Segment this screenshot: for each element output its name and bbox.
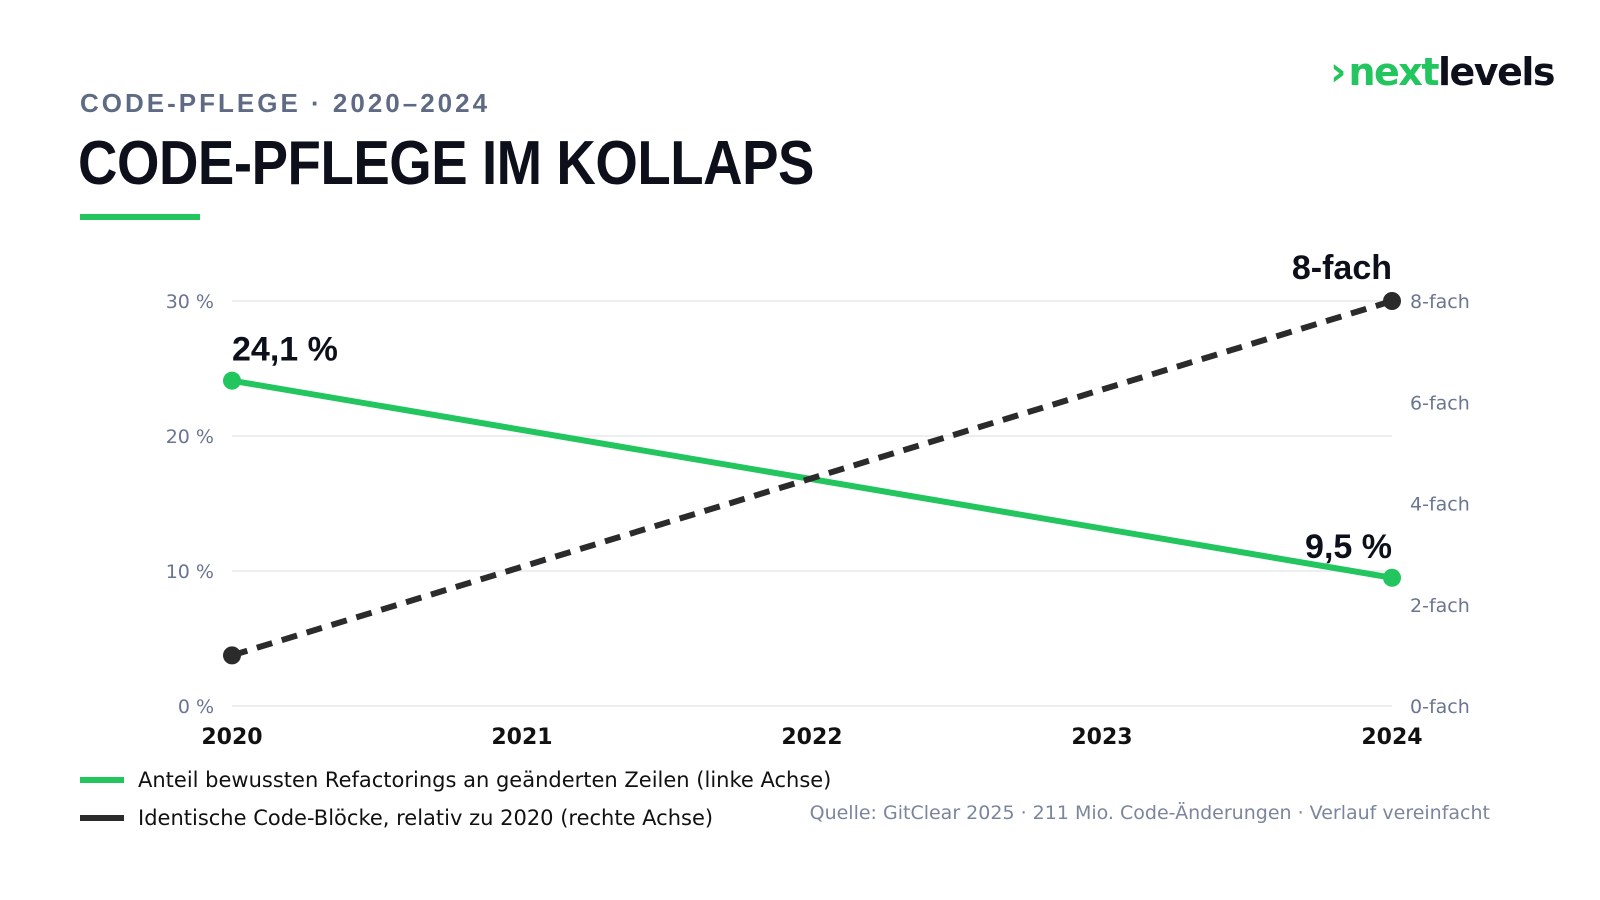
source-note: Quelle: GitClear 2025 · 211 Mio. Code-Än… bbox=[809, 802, 1490, 824]
title-accent-rule bbox=[80, 214, 200, 220]
data-point-refactoring bbox=[1383, 568, 1401, 587]
annotation-duplicates-end: 8-fach bbox=[1292, 249, 1392, 287]
brand-logo: › nextlevels bbox=[1330, 48, 1555, 96]
chart-kicker: CODE-PFLEGE · 2020–2024 bbox=[80, 88, 491, 118]
y-right-tick-label: 4-fach bbox=[1410, 494, 1470, 516]
y-left-tick-label: 0 % bbox=[178, 696, 214, 718]
y-left-tick-label: 10 % bbox=[166, 561, 214, 583]
x-tick-label: 2024 bbox=[1361, 725, 1422, 750]
data-point-duplicates bbox=[1383, 292, 1401, 310]
y-right-tick-label: 8-fach bbox=[1410, 291, 1470, 313]
legend-swatch-solid bbox=[80, 777, 124, 783]
data-point-refactoring bbox=[223, 371, 241, 390]
legend-label-duplicates: Identische Code-Blöcke, relativ zu 2020 … bbox=[138, 806, 714, 830]
logo-wordmark: nextlevels bbox=[1348, 50, 1555, 94]
logo-word-next: next bbox=[1348, 50, 1439, 94]
legend-label-refactoring: Anteil bewussten Refactorings an geänder… bbox=[138, 768, 832, 792]
legend-swatch-dashed bbox=[80, 815, 124, 821]
legend-item-refactoring: Anteil bewussten Refactorings an geänder… bbox=[80, 768, 831, 792]
series-line-duplicates bbox=[231, 298, 1393, 659]
chart-title: CODE-PFLEGE IM KOLLAPS bbox=[78, 129, 814, 198]
x-tick-label: 2021 bbox=[491, 725, 552, 750]
y-right-tick-label: 0-fach bbox=[1410, 696, 1470, 718]
logo-word-levels: levels bbox=[1438, 50, 1555, 94]
y-left-tick-label: 20 % bbox=[166, 426, 214, 448]
y-left-tick-label: 30 % bbox=[166, 291, 214, 313]
y-right-tick-label: 2-fach bbox=[1410, 595, 1470, 617]
data-point-duplicates bbox=[223, 646, 241, 665]
legend-item-duplicates: Identische Code-Blöcke, relativ zu 2020 … bbox=[80, 806, 713, 830]
x-tick-label: 2023 bbox=[1071, 725, 1132, 750]
annotation-end-value: 9,5 % bbox=[1305, 528, 1392, 566]
x-tick-label: 2022 bbox=[781, 725, 842, 750]
x-tick-label: 2020 bbox=[201, 725, 262, 750]
annotation-start-value: 24,1 % bbox=[232, 331, 338, 369]
logo-chevron-icon: › bbox=[1330, 49, 1347, 95]
y-right-tick-label: 6-fach bbox=[1410, 392, 1470, 414]
